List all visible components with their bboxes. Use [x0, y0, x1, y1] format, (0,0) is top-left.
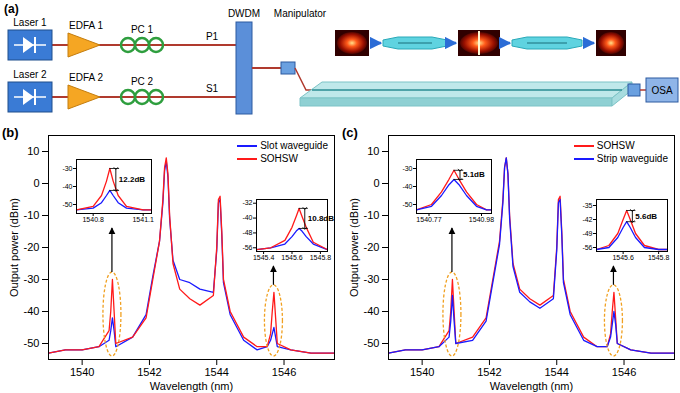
- svg-text:5.1dB: 5.1dB: [463, 170, 485, 179]
- svg-text:1545.6: 1545.6: [612, 254, 634, 261]
- svg-text:OSA: OSA: [651, 85, 672, 96]
- svg-text:1542: 1542: [137, 366, 161, 378]
- svg-text:1541.1: 1541.1: [132, 216, 154, 223]
- svg-text:Laser 2: Laser 2: [13, 69, 47, 80]
- svg-text:Manipulator: Manipulator: [274, 8, 327, 19]
- svg-text:1540.98: 1540.98: [469, 216, 494, 223]
- svg-text:-40: -40: [402, 183, 412, 190]
- svg-text:EDFA 1: EDFA 1: [69, 20, 103, 31]
- svg-text:-40: -40: [364, 305, 380, 317]
- svg-text:-56: -56: [582, 244, 592, 251]
- svg-text:1544: 1544: [204, 366, 228, 378]
- svg-text:(a): (a): [4, 2, 19, 16]
- html-text:Slot waveguide: Slot waveguide: [260, 140, 328, 151]
- svg-text:12.2dB: 12.2dB: [119, 175, 145, 184]
- svg-text:PC 1: PC 1: [131, 24, 154, 35]
- svg-text:-50: -50: [62, 201, 72, 208]
- svg-text:1546: 1546: [612, 366, 636, 378]
- svg-text:1540.8: 1540.8: [82, 216, 104, 223]
- svg-text:1545.8: 1545.8: [648, 254, 670, 261]
- svg-text:-42: -42: [582, 216, 592, 223]
- svg-text:-10: -10: [364, 209, 380, 221]
- html-text:SOHSW: SOHSW: [260, 153, 298, 164]
- svg-text:1545.4: 1545.4: [253, 254, 275, 261]
- svg-text:1540: 1540: [410, 366, 434, 378]
- svg-text:-20: -20: [24, 241, 40, 253]
- svg-text:-10: -10: [24, 209, 40, 221]
- svg-text:-32: -32: [242, 199, 252, 206]
- svg-text:-30: -30: [62, 165, 72, 172]
- svg-text:-40: -40: [24, 305, 40, 317]
- svg-text:1545.6: 1545.6: [281, 254, 303, 261]
- svg-text:1544: 1544: [544, 366, 568, 378]
- svg-text:Output power (dBm): Output power (dBm): [348, 198, 360, 297]
- svg-text:0: 0: [33, 177, 39, 189]
- svg-text:S1: S1: [206, 83, 219, 94]
- svg-text:-30: -30: [364, 273, 380, 285]
- svg-text:5.6dB: 5.6dB: [635, 212, 657, 221]
- svg-text:1542: 1542: [477, 366, 501, 378]
- html-text:(b): (b): [2, 125, 19, 140]
- svg-text:-56: -56: [242, 244, 252, 251]
- svg-text:-50: -50: [24, 337, 40, 349]
- svg-text:-30: -30: [402, 165, 412, 172]
- svg-text:-50: -50: [364, 337, 380, 349]
- svg-text:Laser 1: Laser 1: [13, 17, 47, 28]
- svg-text:1545.8: 1545.8: [310, 254, 332, 261]
- svg-text:DWDM: DWDM: [228, 8, 260, 19]
- svg-text:10.8dB: 10.8dB: [308, 214, 334, 223]
- svg-text:-49: -49: [582, 230, 592, 237]
- svg-text:1540: 1540: [70, 366, 94, 378]
- svg-text:-48: -48: [242, 229, 252, 236]
- svg-text:-30: -30: [24, 273, 40, 285]
- svg-text:EDFA 2: EDFA 2: [69, 72, 103, 83]
- svg-text:1546: 1546: [272, 366, 296, 378]
- svg-text:-40: -40: [62, 183, 72, 190]
- svg-text:10: 10: [367, 145, 379, 157]
- html-text:SOHSW: SOHSW: [596, 140, 635, 151]
- svg-text:-20: -20: [364, 241, 380, 253]
- html-text:(c): (c): [342, 125, 358, 140]
- svg-text:-40: -40: [242, 214, 252, 221]
- svg-text:Output power (dBm): Output power (dBm): [8, 198, 20, 297]
- svg-text:Wavelength (nm): Wavelength (nm): [490, 380, 573, 392]
- svg-text:P1: P1: [206, 31, 219, 42]
- svg-text:PC 2: PC 2: [131, 76, 154, 87]
- svg-text:Wavelength (nm): Wavelength (nm): [150, 380, 233, 392]
- svg-text:-50: -50: [402, 201, 412, 208]
- svg-text:1540.77: 1540.77: [416, 216, 441, 223]
- svg-text:-35: -35: [582, 202, 592, 209]
- svg-text:0: 0: [373, 177, 379, 189]
- html-text:Strip waveguide: Strip waveguide: [596, 153, 668, 164]
- svg-text:10: 10: [27, 145, 39, 157]
